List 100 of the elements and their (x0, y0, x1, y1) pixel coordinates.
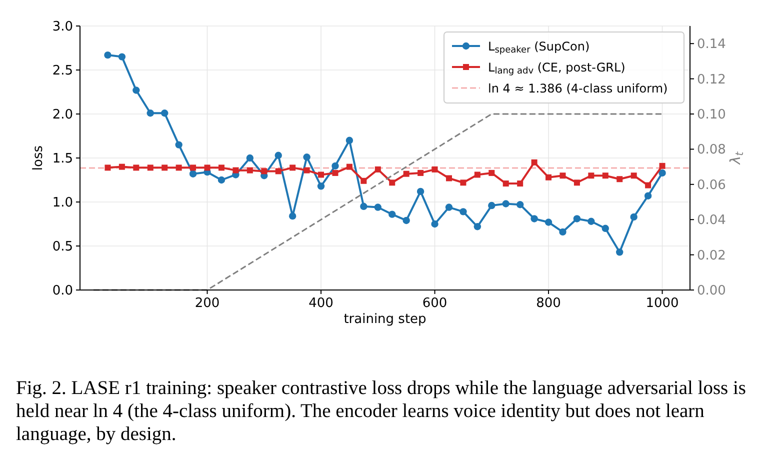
point (616, 176, 623, 182)
point (530, 215, 538, 222)
point (118, 53, 126, 60)
y-tick-label: 2.0 (52, 108, 73, 122)
point (389, 180, 396, 186)
point (133, 164, 140, 171)
point (274, 152, 282, 159)
point (290, 164, 296, 171)
point (332, 162, 339, 170)
point (118, 164, 125, 170)
point (588, 218, 595, 225)
y2-tick-label: 0.02 (697, 248, 726, 264)
x-axis-title: training step (344, 312, 426, 327)
point (147, 164, 154, 171)
y2-tick-label: 0.06 (697, 178, 726, 193)
point (190, 164, 196, 171)
point (304, 167, 310, 174)
point (630, 172, 637, 179)
point (402, 216, 410, 224)
point (644, 192, 652, 200)
point (602, 224, 609, 232)
point (275, 168, 282, 174)
point (346, 136, 354, 144)
point (446, 175, 452, 182)
point (403, 170, 410, 177)
x-tick-label: 200 (194, 296, 220, 311)
x-tick-label: 1000 (646, 296, 679, 311)
point (432, 166, 438, 172)
y-tick-label: 3.0 (52, 20, 73, 34)
point (416, 188, 424, 196)
point (502, 200, 510, 208)
point (659, 162, 666, 169)
y-tick-label: 2.5 (52, 64, 73, 78)
x-tick-label: 600 (422, 296, 448, 311)
point (517, 180, 524, 187)
point (559, 228, 566, 236)
point (588, 172, 594, 179)
y-axis-title: loss (31, 145, 46, 171)
legend-label: L$_{speaker}$ (SupCon) (488, 40, 590, 56)
y-tick-label: 1.5 (52, 152, 73, 166)
point (431, 220, 438, 228)
y2-tick-label: 0.04 (697, 213, 726, 228)
y2-tick-label: 0.00 (697, 284, 726, 298)
caption: Fig. 2. LASE r1 training: speaker contrastive loss drops while the language adversarial loss is held near ln 4 (the 4-class uniform). The encoder learns voice identity but does not learn language, by design. (16, 378, 746, 445)
y2-tick-label: 0.14 (697, 37, 726, 52)
x-tick-label: 400 (308, 296, 334, 311)
point (488, 170, 495, 176)
point (176, 164, 182, 171)
point (318, 172, 324, 178)
point (204, 164, 210, 171)
point (189, 170, 197, 178)
y-tick-label: 1.0 (52, 196, 73, 210)
point (346, 164, 352, 170)
x-tick-label: 800 (536, 296, 561, 311)
point (658, 169, 666, 177)
point (246, 167, 253, 174)
point (218, 176, 226, 184)
point (474, 223, 482, 230)
point (460, 180, 466, 186)
y-tick-label: 0.0 (52, 284, 73, 298)
point (531, 159, 538, 166)
point (573, 215, 581, 222)
point (645, 182, 652, 188)
y2-tick-label: 0.08 (697, 142, 726, 158)
legend-label: L$_{lang adv}$ (CE, post-GRL) (488, 60, 626, 77)
point (374, 166, 381, 172)
point (146, 110, 154, 117)
point (574, 180, 580, 186)
point (544, 218, 552, 226)
point (303, 154, 310, 161)
point (161, 110, 168, 117)
point (630, 213, 638, 221)
point (388, 210, 396, 218)
point (104, 164, 111, 171)
point (516, 201, 524, 208)
y2-tick-label: 0.10 (697, 108, 726, 122)
point (546, 174, 552, 180)
point (246, 154, 254, 162)
point (132, 86, 140, 94)
legend-label: ln 4 ≈ 1.386 (4-class uniform) (488, 82, 668, 96)
point (162, 164, 168, 171)
point (488, 202, 496, 210)
y2-tick-label: 0.12 (697, 72, 726, 88)
point (360, 178, 367, 184)
point (218, 164, 224, 171)
point (616, 248, 624, 256)
point (474, 172, 480, 178)
point (360, 202, 368, 210)
y-tick-label: 0.5 (52, 240, 73, 254)
point (374, 204, 382, 211)
point (317, 182, 325, 190)
point (460, 208, 467, 216)
point (288, 212, 296, 220)
point (232, 167, 239, 174)
point (332, 170, 338, 176)
point (445, 204, 453, 211)
point (418, 170, 424, 176)
point (104, 51, 112, 59)
point (560, 172, 566, 179)
point (502, 180, 509, 187)
